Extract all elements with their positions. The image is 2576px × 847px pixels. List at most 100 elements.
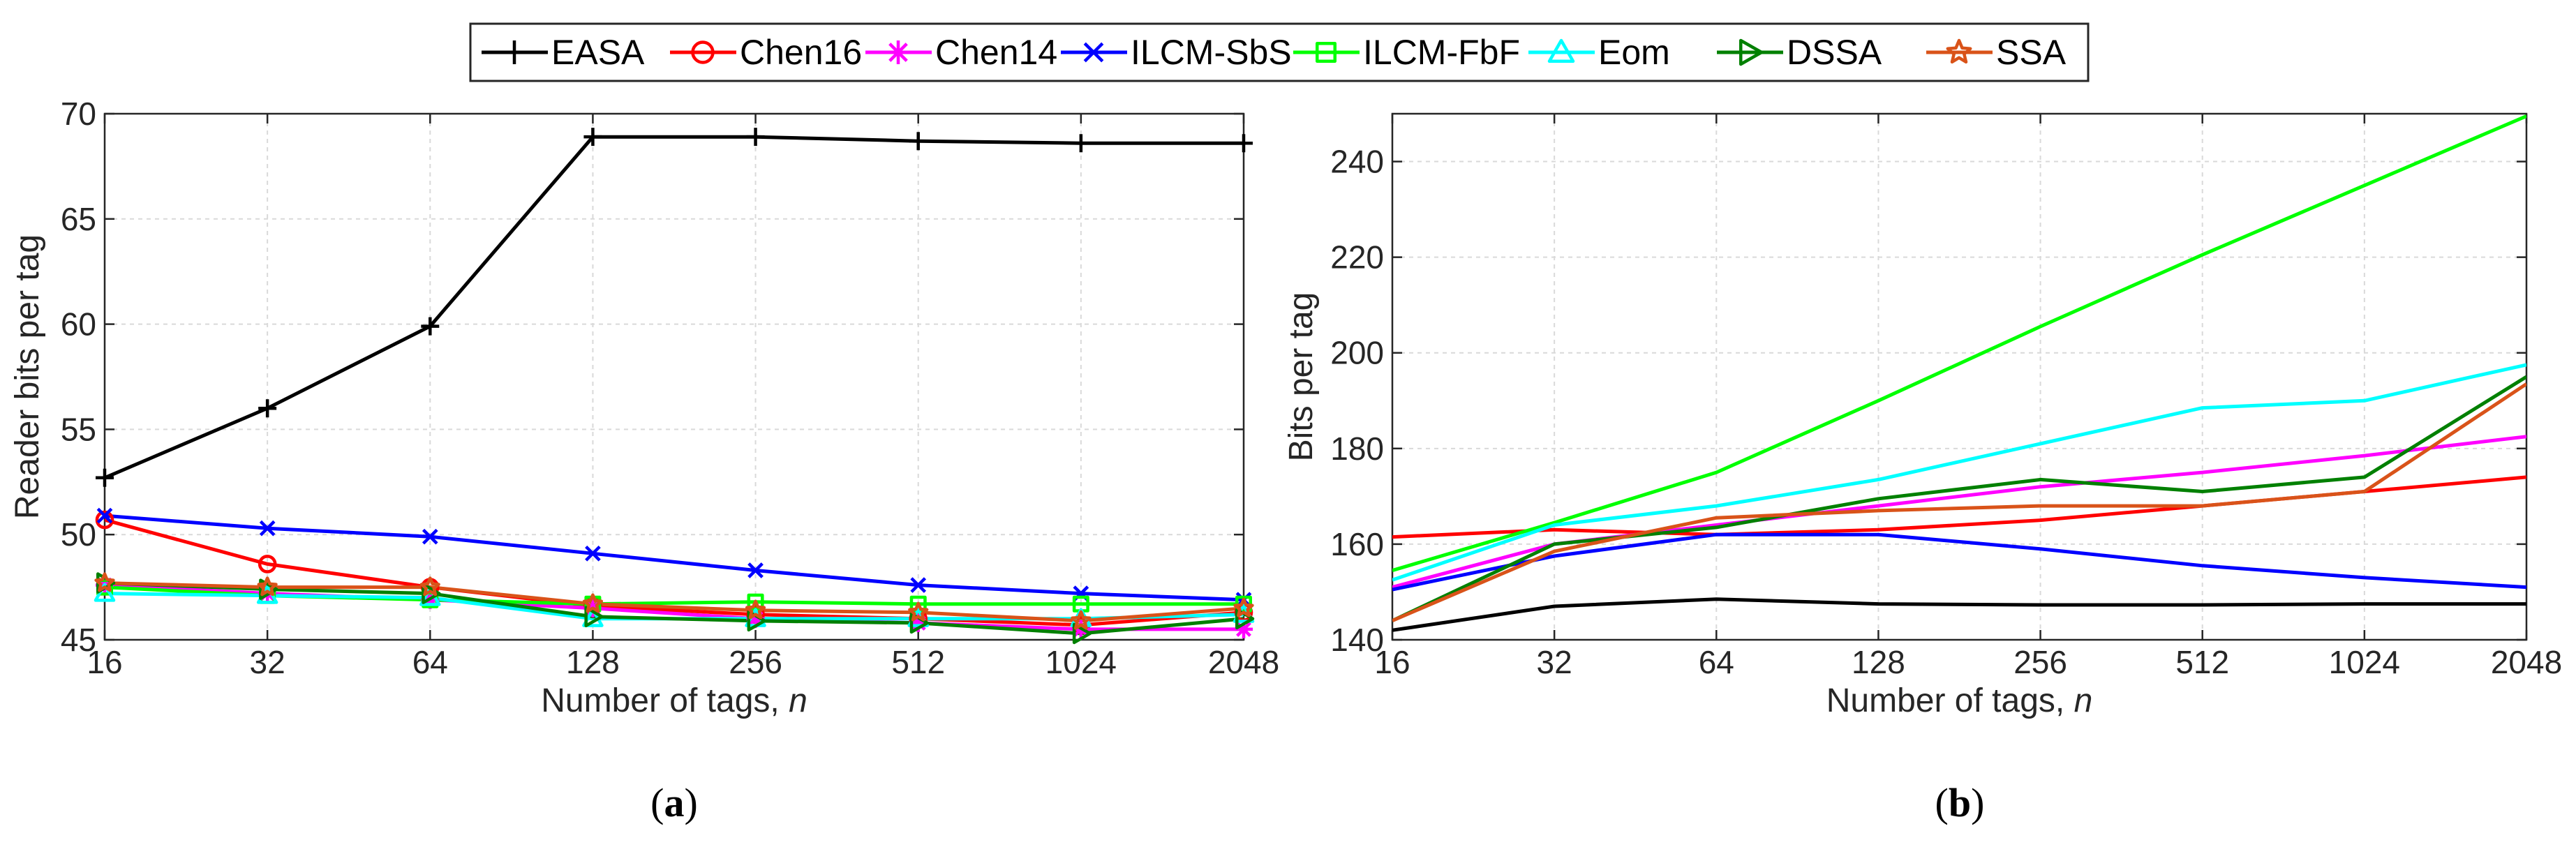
y-tick-label: 70 bbox=[61, 96, 96, 132]
point-easa-128 bbox=[583, 128, 602, 147]
x-tick-label: 2048 bbox=[1208, 644, 1279, 680]
legend-entry-dssa: DSSA bbox=[1717, 33, 1882, 72]
x-tick-label: 64 bbox=[412, 644, 448, 680]
point-chen14-2048 bbox=[1235, 620, 1253, 638]
x-tick-label: 512 bbox=[891, 644, 945, 680]
x-tick-label: 64 bbox=[1699, 644, 1734, 680]
point-easa-64 bbox=[421, 317, 440, 336]
panel-labels: (a) (b) bbox=[650, 780, 1984, 825]
x-tick-label: 128 bbox=[1852, 644, 1905, 680]
x-tick-label: 1024 bbox=[2329, 644, 2400, 680]
legend-box bbox=[469, 22, 2090, 82]
point-ilcm-sbs-16 bbox=[96, 507, 113, 524]
x-tick-label: 256 bbox=[2013, 644, 2067, 680]
panel-letter: b bbox=[1949, 780, 1971, 825]
x-tick-label: 512 bbox=[2175, 644, 2229, 680]
legend-entry-easa: EASA bbox=[482, 33, 645, 72]
series-line-dssa bbox=[105, 581, 1244, 636]
point-ssa-512 bbox=[908, 601, 929, 622]
legend-marker bbox=[691, 40, 715, 64]
legend-marker bbox=[1547, 38, 1575, 63]
panel-paren-open: ( bbox=[1935, 780, 1949, 825]
point-easa-1024 bbox=[1071, 134, 1090, 153]
x-axis-label: Number of tags, n bbox=[541, 682, 807, 719]
x-axis-label: Number of tags, n bbox=[1826, 682, 2093, 719]
chart-b: 16 32 64 128 256 512 1024 2048 140 160 180 200 220 24… bbox=[1283, 112, 2562, 719]
plot-area bbox=[105, 114, 1244, 640]
y-tick-label: 50 bbox=[61, 516, 96, 553]
point-easa-512 bbox=[909, 132, 928, 151]
series-layer bbox=[105, 135, 1244, 636]
legend-marker bbox=[1083, 42, 1104, 63]
point-chen14-256 bbox=[746, 609, 765, 628]
legend-marker bbox=[1946, 38, 1972, 64]
series-line-dssa bbox=[1392, 375, 2526, 622]
panel-letter: a bbox=[664, 780, 685, 825]
panel-paren-close: ) bbox=[685, 780, 698, 825]
plot-area bbox=[1392, 114, 2526, 640]
legend-label: Eom bbox=[1598, 33, 1670, 72]
point-ilcm-sbs-512 bbox=[910, 577, 927, 593]
point-easa-32 bbox=[258, 399, 277, 418]
x-tick-label: 16 bbox=[87, 644, 122, 680]
x-tick-label: 2048 bbox=[2491, 644, 2562, 680]
series-line-eom bbox=[1392, 363, 2526, 582]
legend: EASA Chen16 Chen14 ILCM-SbS ILCM-FbF Eom DSSA S… bbox=[469, 22, 2090, 82]
panel-label-a: (a) bbox=[650, 780, 698, 825]
legend-entry-ilcm-fbf: ILCM-FbF bbox=[1293, 33, 1520, 72]
legend-label: EASA bbox=[551, 33, 645, 72]
point-easa-256 bbox=[746, 128, 765, 147]
legend-label: Chen14 bbox=[935, 33, 1057, 72]
axes-frame bbox=[103, 112, 1245, 641]
series-line-chen16 bbox=[105, 518, 1244, 627]
legend-label: Chen16 bbox=[740, 33, 862, 72]
x-tick-label: 1024 bbox=[1045, 644, 1117, 680]
y-tick-label: 140 bbox=[1330, 622, 1384, 658]
y-tick-label: 220 bbox=[1330, 239, 1384, 276]
panel-label-b: (b) bbox=[1935, 780, 1985, 825]
point-chen16-16 bbox=[95, 510, 114, 530]
chart-a: 16 32 64 128 256 512 1024 2048 45 50 55 60 65 70 Numbe… bbox=[9, 96, 1279, 719]
point-ssa-1024 bbox=[1071, 610, 1092, 630]
panel-paren-open: ( bbox=[650, 780, 664, 825]
y-tick-label: 55 bbox=[61, 411, 96, 447]
point-ssa-32 bbox=[257, 576, 278, 597]
legend-entry-ssa: SSA bbox=[1926, 33, 2067, 72]
y-tick-label: 160 bbox=[1330, 526, 1384, 562]
legend-marker bbox=[1316, 42, 1337, 63]
x-tick-label: 128 bbox=[566, 644, 620, 680]
point-ilcm-sbs-32 bbox=[259, 520, 276, 537]
grid bbox=[105, 114, 1244, 640]
y-tick-label: 65 bbox=[61, 201, 96, 237]
legend-label: DSSA bbox=[1787, 33, 1882, 72]
series-line-ilcm-sbs bbox=[1392, 532, 2526, 592]
y-tick-label: 60 bbox=[61, 306, 96, 343]
series-line-easa bbox=[1392, 597, 2526, 632]
point-easa-16 bbox=[96, 468, 114, 487]
ticks: 16 32 64 128 256 512 1024 2048 45 50 55 60 65 70 bbox=[61, 96, 1279, 680]
x-tick-label: 32 bbox=[1537, 644, 1572, 680]
legend-entry-chen14: Chen14 bbox=[865, 33, 1057, 72]
series-line-ilcm-fbf bbox=[1392, 114, 2526, 572]
legend-label: SSA bbox=[1996, 33, 2067, 72]
panel-paren-close: ) bbox=[1971, 780, 1984, 825]
x-tick-label: 32 bbox=[250, 644, 285, 680]
x-axis-variable: n bbox=[2074, 682, 2093, 719]
point-dssa-1024 bbox=[1072, 622, 1092, 645]
series-line-ssa bbox=[105, 581, 1244, 623]
x-tick-label: 256 bbox=[729, 644, 782, 680]
point-dssa-64 bbox=[422, 583, 441, 604]
series-line-easa bbox=[105, 135, 1244, 480]
point-chen14-512 bbox=[909, 613, 928, 632]
y-tick-label: 240 bbox=[1330, 144, 1384, 180]
point-ssa-256 bbox=[745, 599, 766, 620]
point-ssa-128 bbox=[582, 593, 604, 613]
legend-marker bbox=[886, 40, 910, 64]
point-ssa-2048 bbox=[1233, 597, 1254, 617]
legend-marker bbox=[1739, 38, 1764, 66]
series-line-ilcm-sbs bbox=[105, 514, 1244, 602]
series-line-ssa bbox=[1392, 382, 2526, 622]
point-ilcm-sbs-128 bbox=[585, 546, 601, 562]
ticks: 16 32 64 128 256 512 1024 2048 140 160 180 200 220 24… bbox=[1330, 114, 2562, 680]
